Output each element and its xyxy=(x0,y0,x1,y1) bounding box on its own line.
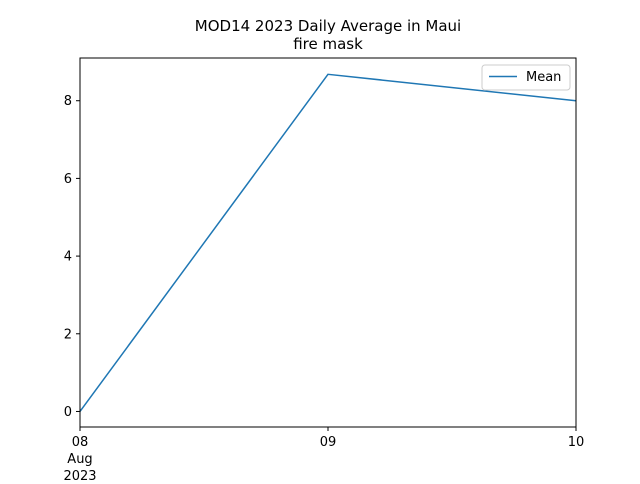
y-tick-label: 6 xyxy=(64,172,72,187)
chart-title-line1: MOD14 2023 Daily Average in Maui xyxy=(195,17,461,35)
x-tick-sublabel: 2023 xyxy=(63,469,96,480)
legend: Mean xyxy=(481,64,571,91)
x-tick-sublabel: Aug xyxy=(67,452,92,467)
y-tick-label: 2 xyxy=(64,327,72,342)
legend-label-mean: Mean xyxy=(526,70,561,85)
y-tick-label: 0 xyxy=(64,405,72,420)
plot-area: 0 2 4 6 8 08 09 10 Aug 2023 xyxy=(63,57,585,484)
legend-box xyxy=(481,64,571,91)
y-tick-label: 8 xyxy=(64,94,72,109)
x-tick-label: 09 xyxy=(320,435,337,450)
chart-title-line2: fire mask xyxy=(293,35,363,53)
x-tick-label: 10 xyxy=(568,435,585,450)
y-tick-label: 4 xyxy=(64,250,72,265)
axes-frame xyxy=(79,57,577,428)
series-line-mean xyxy=(79,73,577,412)
x-tick-label: 08 xyxy=(72,435,89,450)
